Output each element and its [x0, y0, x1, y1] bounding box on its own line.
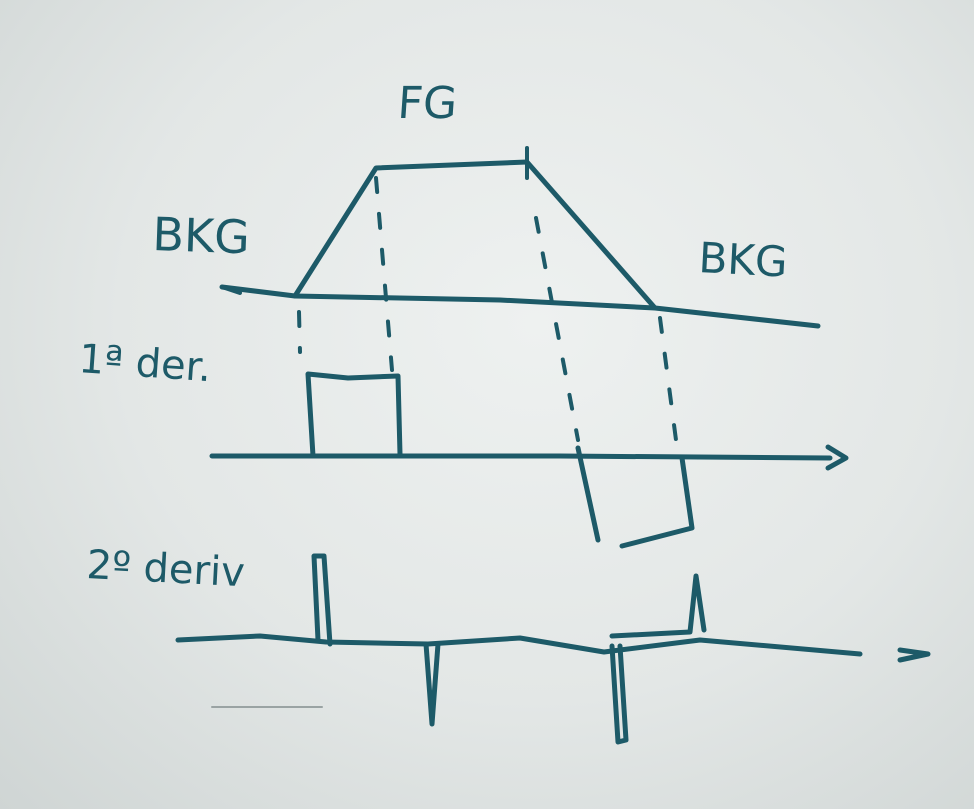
first-derivative-negative-pulse [575, 445, 601, 543]
projection-line-2 [374, 176, 394, 372]
spike-down-2 [609, 643, 629, 745]
first-derivative-negative-pulse-right [619, 455, 695, 549]
projection-line-4 [658, 316, 678, 442]
second-derivative-axis-arrow [897, 647, 931, 663]
signal-trapezoid [292, 159, 658, 311]
spike-down-1 [423, 641, 441, 727]
signal-baseline [219, 284, 821, 329]
baseline-arrow-tail [220, 285, 242, 295]
first-derivative-positive-pulse [305, 371, 403, 459]
label-bkg-left: BKG [152, 207, 251, 264]
first-derivative-axis-arrow [825, 444, 849, 471]
spike-up-2 [609, 573, 707, 639]
label-bkg-right: BKG [697, 233, 788, 287]
projection-line-1 [297, 310, 302, 354]
label-first-derivative: 1ª der. [77, 336, 212, 391]
label-fg: FG [396, 78, 459, 129]
label-second-derivative: 2º deriv [85, 542, 245, 596]
projection-lines [297, 176, 678, 442]
first-derivative-axis [209, 453, 833, 461]
spike-up-1 [311, 553, 333, 647]
second-derivative-plot [175, 553, 931, 745]
projection-line-3 [534, 216, 580, 442]
signal-profile [219, 146, 821, 329]
second-derivative-axis [175, 633, 863, 657]
first-derivative-plot [209, 371, 849, 549]
